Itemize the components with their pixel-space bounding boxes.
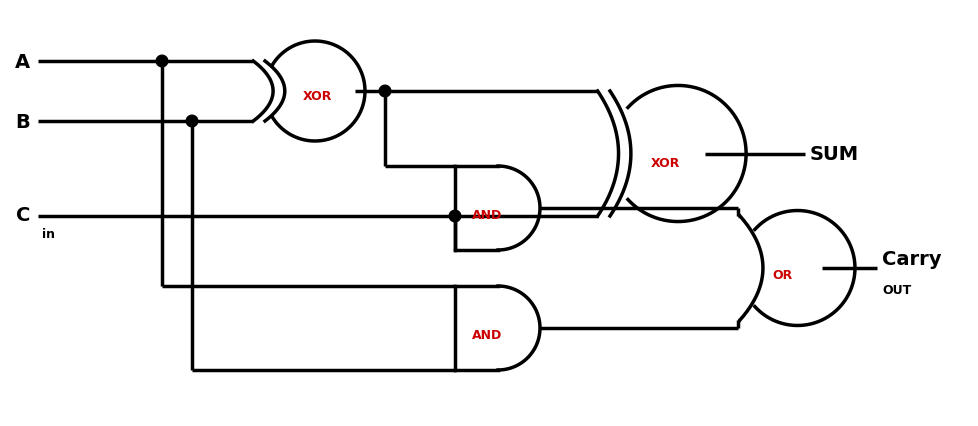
Text: AND: AND — [471, 208, 502, 221]
Circle shape — [449, 211, 461, 222]
Text: OR: OR — [772, 268, 792, 281]
Text: XOR: XOR — [649, 157, 679, 170]
Text: SUM: SUM — [809, 145, 859, 164]
Text: AND: AND — [471, 328, 502, 341]
Text: A: A — [15, 52, 30, 71]
Circle shape — [378, 86, 390, 98]
Text: in: in — [42, 228, 55, 241]
Circle shape — [186, 116, 198, 127]
Text: B: B — [16, 112, 30, 131]
Text: C: C — [16, 206, 30, 225]
Circle shape — [156, 56, 167, 68]
Text: XOR: XOR — [302, 90, 332, 103]
Text: OUT: OUT — [881, 284, 911, 297]
Text: Carry: Carry — [881, 250, 941, 269]
